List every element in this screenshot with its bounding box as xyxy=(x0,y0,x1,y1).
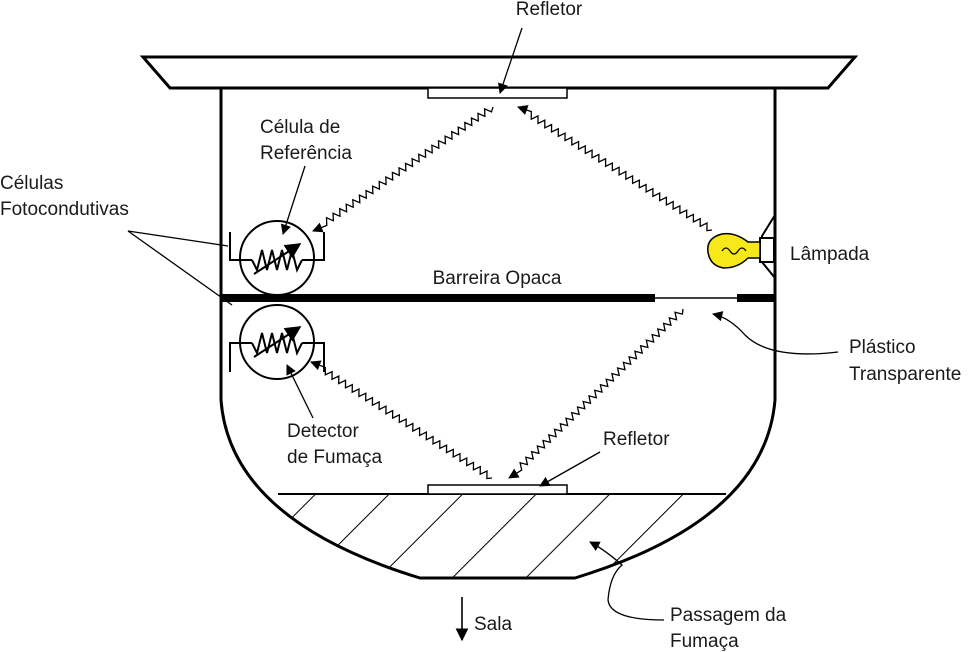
label-celula-ref-1: Célula de xyxy=(260,117,340,138)
label-celulas-foto-1: Células xyxy=(0,173,63,194)
plastico-leader xyxy=(711,311,839,355)
top-reflector xyxy=(427,87,568,99)
refletor-top-leader xyxy=(498,27,523,94)
label-refletor-bottom: Refletor xyxy=(603,429,670,450)
detector-leader xyxy=(286,364,314,419)
label-passagem-1: Passagem da xyxy=(670,605,787,626)
smoke-passage-area xyxy=(221,494,775,578)
ray-top-reflector-to-ref-cell xyxy=(312,106,494,233)
reference-cell-icon xyxy=(229,220,325,296)
label-barreira: Barreira Opaca xyxy=(433,268,562,289)
label-plastico-2: Transparente xyxy=(849,364,961,385)
celula-ref-leader xyxy=(280,165,306,235)
ceiling-mount xyxy=(139,55,859,90)
ray-lamp-to-top-reflector xyxy=(517,105,713,232)
light-rays xyxy=(310,105,713,480)
label-detector-1: Detector xyxy=(287,421,359,442)
label-detector-2: de Fumaça xyxy=(287,447,382,468)
ray-lamp-to-bottom-reflector xyxy=(508,308,684,479)
lamp-icon xyxy=(707,214,776,279)
label-celulas-foto-2: Fotocondutivas xyxy=(0,199,129,220)
label-lampada: Lâmpada xyxy=(790,244,870,265)
smoke-detector-cell-icon xyxy=(229,304,325,380)
label-plastico-1: Plástico xyxy=(849,337,916,358)
label-passagem-2: Fumaça xyxy=(670,631,739,652)
celulas-leader-1 xyxy=(127,230,229,247)
bottom-reflector xyxy=(427,484,568,495)
celulas-leader-2 xyxy=(127,230,233,306)
label-sala: Sala xyxy=(474,614,512,635)
ray-bottom-reflector-to-detector xyxy=(310,360,493,480)
passagem-leader xyxy=(589,541,665,621)
label-celula-ref-2: Referência xyxy=(260,143,352,164)
refletor-bottom-leader xyxy=(539,451,601,487)
label-refletor-top: Refletor xyxy=(516,0,583,20)
